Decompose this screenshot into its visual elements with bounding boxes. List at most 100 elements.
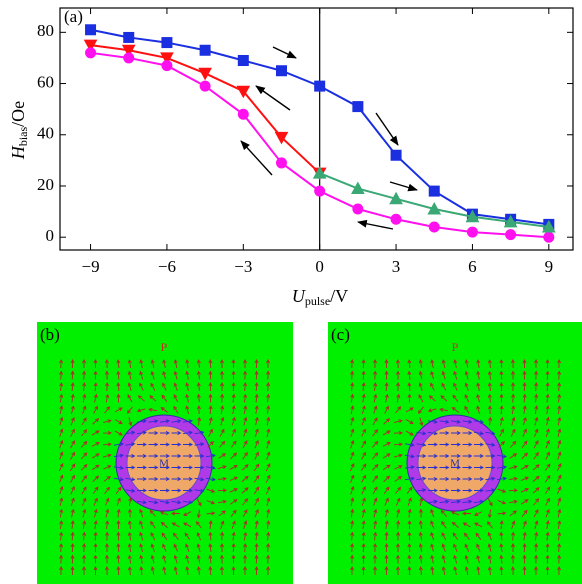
field-arrow xyxy=(241,487,249,494)
field-arrow xyxy=(416,454,427,458)
field-arrow xyxy=(407,531,412,541)
field-arrow xyxy=(254,531,259,541)
marker xyxy=(543,231,555,243)
field-arrow xyxy=(451,488,461,493)
sim-panel: (c) P M xyxy=(328,322,582,584)
field-arrow xyxy=(91,430,100,436)
field-arrow xyxy=(404,442,415,447)
field-arrow xyxy=(81,486,87,495)
field-arrow xyxy=(361,543,366,553)
field-arrow xyxy=(93,393,98,403)
field-arrow xyxy=(545,520,550,530)
field-arrow xyxy=(396,382,401,392)
field-arrow xyxy=(127,520,132,530)
field-arrow xyxy=(545,508,550,518)
field-arrow xyxy=(70,451,75,460)
field-arrow xyxy=(406,486,413,494)
y-tick-label: 80 xyxy=(37,21,54,40)
field-arrow xyxy=(520,465,529,470)
marker xyxy=(352,101,364,113)
field-arrow xyxy=(474,442,484,447)
field-arrow xyxy=(534,566,539,576)
field-arrow xyxy=(476,393,481,403)
field-arrow xyxy=(419,417,424,427)
field-arrow xyxy=(59,382,64,392)
arrow xyxy=(255,85,291,111)
field-arrow xyxy=(487,405,492,415)
field-arrow xyxy=(430,508,435,518)
field-arrow xyxy=(82,543,87,553)
field-arrow xyxy=(171,500,182,505)
field-arrow xyxy=(407,554,412,564)
field-arrow xyxy=(171,419,182,424)
field-arrow xyxy=(394,475,402,482)
field-arrow xyxy=(384,382,389,392)
field-arrow xyxy=(70,497,75,506)
field-arrow xyxy=(171,477,182,481)
marker xyxy=(275,65,287,77)
field-arrow xyxy=(93,554,98,564)
field-arrow xyxy=(350,474,355,483)
field-arrow xyxy=(194,454,205,458)
field-arrow xyxy=(115,486,122,494)
field-arrow xyxy=(185,566,190,576)
field-arrow xyxy=(93,382,98,392)
field-arrow xyxy=(451,407,459,413)
field-arrow xyxy=(150,370,155,380)
field-arrow xyxy=(463,532,470,540)
field-arrow xyxy=(149,395,157,402)
field-arrow xyxy=(545,566,550,576)
field-arrow xyxy=(373,520,378,530)
field-arrow xyxy=(384,520,389,530)
field-arrow xyxy=(160,407,168,413)
field-arrow xyxy=(450,511,460,516)
field-arrow xyxy=(70,382,75,392)
field-arrow xyxy=(453,382,458,391)
field-arrow xyxy=(194,465,205,470)
field-arrow xyxy=(173,566,178,576)
field-arrow xyxy=(428,442,438,447)
field-arrow xyxy=(372,429,379,437)
field-arrow xyxy=(266,566,271,576)
field-arrow xyxy=(206,500,216,505)
field-arrow xyxy=(476,359,481,369)
field-arrow xyxy=(266,520,271,530)
field-arrow xyxy=(393,430,403,435)
field-arrow xyxy=(80,440,88,448)
field-arrow xyxy=(243,359,248,369)
field-arrow xyxy=(126,406,133,414)
field-arrow xyxy=(162,370,167,380)
y-label-main: H xyxy=(8,145,28,160)
field-arrow xyxy=(361,359,366,369)
field-arrow xyxy=(534,359,539,369)
field-arrow xyxy=(82,508,87,518)
field-arrow xyxy=(428,395,436,402)
field-arrow xyxy=(557,416,562,426)
field-arrow xyxy=(59,554,64,564)
field-arrow xyxy=(160,431,170,435)
field-arrow xyxy=(462,511,472,516)
marker xyxy=(85,47,97,59)
arrow xyxy=(240,140,273,176)
marker xyxy=(123,31,135,43)
field-arrow xyxy=(384,508,389,518)
field-arrow xyxy=(59,566,64,576)
field-arrow xyxy=(441,370,446,380)
field-arrow xyxy=(231,405,236,415)
field-arrow xyxy=(182,430,193,435)
field-arrow xyxy=(105,520,110,530)
field-arrow xyxy=(171,431,182,435)
field-arrow xyxy=(545,393,550,403)
field-arrow xyxy=(160,442,170,447)
field-arrow xyxy=(545,531,550,541)
field-arrow xyxy=(127,382,132,391)
field-arrow xyxy=(149,509,156,517)
field-arrow xyxy=(113,477,124,482)
field-arrow xyxy=(70,508,75,518)
field-arrow xyxy=(453,359,458,369)
field-arrow xyxy=(350,485,355,495)
field-arrow xyxy=(70,405,75,414)
field-arrow xyxy=(384,393,389,403)
field-arrow xyxy=(372,475,379,483)
field-arrow xyxy=(361,508,366,518)
